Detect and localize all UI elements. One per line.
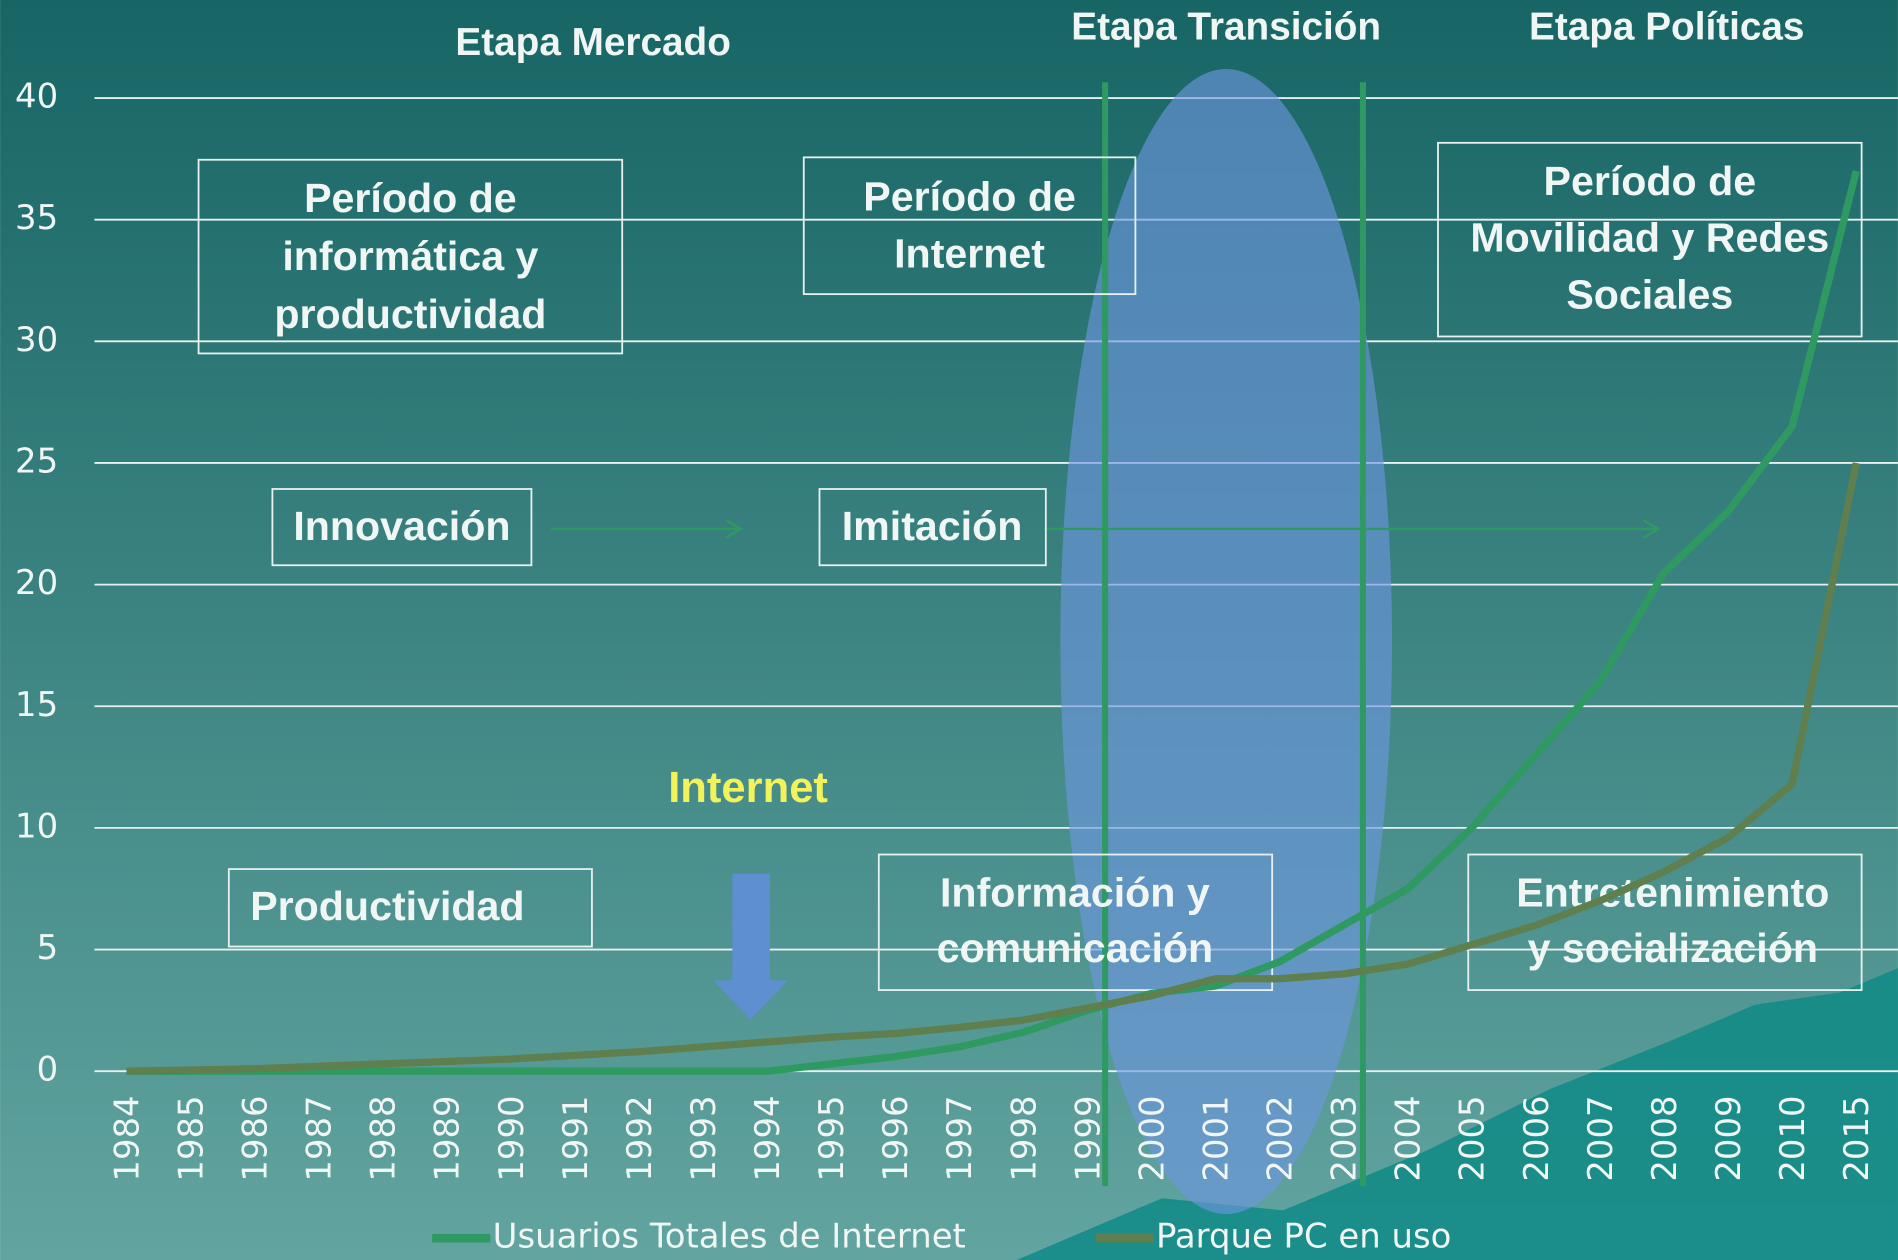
x-tick-label: 2002 <box>1261 1095 1300 1181</box>
x-tick-label: 2007 <box>1581 1095 1620 1181</box>
x-tick-label: 1996 <box>876 1095 915 1181</box>
x-tick-label: 1989 <box>428 1095 467 1181</box>
x-tick-label: 2006 <box>1517 1095 1556 1181</box>
y-tick-label: 40 <box>15 77 58 116</box>
annotation-text: Imitación <box>842 503 1023 549</box>
x-tick-label: 2015 <box>1837 1095 1876 1181</box>
annotation-text: comunicación <box>937 925 1214 971</box>
annotation-text: Período de <box>863 174 1076 220</box>
legend-label: Parque PC en uso <box>1156 1217 1451 1256</box>
stage-title: Etapa Transición <box>1071 5 1381 48</box>
x-tick-label: 1985 <box>171 1095 210 1181</box>
annotation-text: Innovación <box>293 503 510 549</box>
annotation-text: Internet <box>894 230 1045 276</box>
x-tick-label: 1991 <box>556 1095 595 1181</box>
x-tick-label: 1987 <box>300 1095 339 1181</box>
page: 0 5 10 15 20 25 30 35 40 Internet 1984 1985 1986 19… <box>0 0 1898 1260</box>
y-tick-label: 25 <box>15 441 58 480</box>
annotation-text: Movilidad y Redes <box>1470 215 1829 261</box>
x-tick-label: 1992 <box>620 1095 659 1181</box>
y-tick-label: 5 <box>37 928 59 967</box>
transition-highlight <box>1060 69 1392 1214</box>
chart: 0 5 10 15 20 25 30 35 40 Internet 1984 1985 1986 19… <box>0 0 1898 1260</box>
annotation-text: Sociales <box>1566 272 1733 318</box>
annotation-text: Período de <box>1544 158 1757 204</box>
x-tick-label: 2003 <box>1325 1095 1364 1181</box>
y-tick-label: 10 <box>15 806 58 845</box>
x-tick-label: 2001 <box>1197 1095 1236 1181</box>
y-tick-label: 0 <box>37 1050 59 1089</box>
stage-title: Etapa Mercado <box>455 21 730 64</box>
x-tick-label: 1998 <box>1004 1095 1043 1181</box>
x-tick-label: 1984 <box>107 1095 146 1181</box>
annotation-text: productividad <box>274 291 546 337</box>
x-tick-label: 1994 <box>748 1095 787 1181</box>
x-tick-label: 1986 <box>236 1095 275 1181</box>
x-tick-label: 1988 <box>364 1095 403 1181</box>
y-tick-label: 15 <box>15 685 58 724</box>
x-tick-label: 1990 <box>492 1095 531 1181</box>
annotation-text: Información y <box>940 870 1210 916</box>
highlight-label: Internet <box>668 764 828 812</box>
x-tick-label: 2000 <box>1132 1095 1171 1181</box>
legend-label: Usuarios Totales de Internet <box>493 1217 966 1256</box>
x-tick-label: 2005 <box>1453 1095 1492 1181</box>
y-tick-label: 35 <box>15 198 58 237</box>
x-tick-label: 1997 <box>940 1095 979 1181</box>
x-tick-label: 1995 <box>812 1095 851 1181</box>
annotation-text: y socialización <box>1528 925 1818 971</box>
y-tick-label: 20 <box>15 563 58 602</box>
stage-title: Etapa Políticas <box>1529 5 1804 48</box>
x-tick-label: 2010 <box>1773 1095 1812 1181</box>
x-tick-label: 2009 <box>1709 1095 1748 1181</box>
annotation-text: informática y <box>282 233 538 279</box>
annotation-text: Período de <box>304 175 517 221</box>
y-tick-label: 30 <box>15 320 58 359</box>
x-tick-label: 2008 <box>1645 1095 1684 1181</box>
x-tick-label: 1993 <box>684 1095 723 1181</box>
x-tick-label: 1999 <box>1068 1095 1107 1181</box>
x-tick-label: 2004 <box>1389 1095 1428 1181</box>
annotation-text: Productividad <box>250 883 524 929</box>
annotation-text: Entretenimiento <box>1516 870 1829 916</box>
